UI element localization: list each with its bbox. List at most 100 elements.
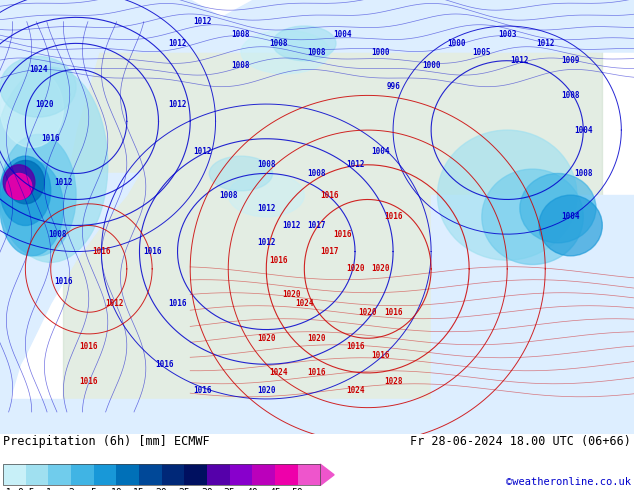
Text: 1012: 1012 <box>168 39 187 48</box>
Bar <box>3 464 26 486</box>
Text: 15: 15 <box>133 488 145 490</box>
Text: 1016: 1016 <box>384 308 403 317</box>
Ellipse shape <box>0 70 63 147</box>
Text: 1000: 1000 <box>371 48 390 56</box>
Text: Fr 28-06-2024 18.00 UTC (06+66): Fr 28-06-2024 18.00 UTC (06+66) <box>410 435 631 448</box>
Text: 1000: 1000 <box>447 39 466 48</box>
Text: 1016: 1016 <box>269 256 288 265</box>
Ellipse shape <box>0 156 51 225</box>
Polygon shape <box>0 173 139 399</box>
Text: 1000: 1000 <box>422 61 441 70</box>
Text: 1012: 1012 <box>510 56 529 65</box>
Polygon shape <box>0 0 114 434</box>
Text: 1012: 1012 <box>193 17 212 26</box>
Ellipse shape <box>0 160 63 256</box>
Bar <box>139 464 162 486</box>
Bar <box>26 464 48 486</box>
Text: 1012: 1012 <box>105 299 124 308</box>
Text: 1020: 1020 <box>307 334 327 343</box>
Text: 0.1: 0.1 <box>0 488 12 490</box>
Text: 1016: 1016 <box>193 386 212 395</box>
Text: 1004: 1004 <box>561 212 580 221</box>
Ellipse shape <box>241 30 330 74</box>
Bar <box>252 464 275 486</box>
Bar <box>207 464 230 486</box>
Text: 25: 25 <box>178 488 190 490</box>
Text: 1020: 1020 <box>282 291 301 299</box>
Text: 1016: 1016 <box>143 247 162 256</box>
Text: 1004: 1004 <box>371 147 390 156</box>
Ellipse shape <box>539 195 602 256</box>
Text: 1017: 1017 <box>307 221 327 230</box>
Bar <box>184 464 207 486</box>
Text: 1016: 1016 <box>79 377 98 386</box>
Text: 1005: 1005 <box>472 48 491 56</box>
Text: 1008: 1008 <box>257 160 276 169</box>
Text: 1004: 1004 <box>574 125 593 135</box>
Text: 1016: 1016 <box>320 191 339 199</box>
Ellipse shape <box>6 173 32 199</box>
Text: 1008: 1008 <box>219 191 238 199</box>
Ellipse shape <box>273 26 336 61</box>
Text: 1020: 1020 <box>346 265 365 273</box>
Text: 1009: 1009 <box>561 56 580 65</box>
Text: 5: 5 <box>91 488 96 490</box>
Text: 1012: 1012 <box>168 99 187 109</box>
Text: 1024: 1024 <box>29 65 48 74</box>
Text: 1012: 1012 <box>54 178 73 187</box>
Text: 1008: 1008 <box>574 169 593 178</box>
Text: 40: 40 <box>247 488 258 490</box>
Polygon shape <box>0 0 634 52</box>
Text: 45: 45 <box>269 488 281 490</box>
Text: 20: 20 <box>156 488 167 490</box>
Text: 1024: 1024 <box>346 386 365 395</box>
Bar <box>275 464 297 486</box>
Text: 1012: 1012 <box>536 39 555 48</box>
Text: 1020: 1020 <box>257 334 276 343</box>
Bar <box>94 464 117 486</box>
Text: 1016: 1016 <box>54 277 73 286</box>
Text: 1012: 1012 <box>193 147 212 156</box>
Text: 1024: 1024 <box>269 368 288 377</box>
Ellipse shape <box>228 173 304 217</box>
Text: 1: 1 <box>46 488 51 490</box>
Text: 1020: 1020 <box>358 308 377 317</box>
Bar <box>3 464 320 486</box>
Text: 1016: 1016 <box>92 247 111 256</box>
Text: 0.5: 0.5 <box>17 488 35 490</box>
Text: 1016: 1016 <box>346 343 365 351</box>
Text: 1016: 1016 <box>333 230 352 239</box>
Polygon shape <box>63 22 602 412</box>
Text: 1016: 1016 <box>41 134 60 143</box>
Bar <box>162 464 184 486</box>
Text: 1008: 1008 <box>307 48 327 56</box>
Text: 35: 35 <box>224 488 235 490</box>
Text: 1012: 1012 <box>257 238 276 247</box>
Bar <box>297 464 320 486</box>
Bar <box>230 464 252 486</box>
Text: 1016: 1016 <box>155 360 174 369</box>
Text: 2: 2 <box>68 488 74 490</box>
Text: 1008: 1008 <box>269 39 288 48</box>
Text: 1024: 1024 <box>295 299 314 308</box>
Bar <box>48 464 71 486</box>
Text: 1020: 1020 <box>371 265 390 273</box>
Ellipse shape <box>437 130 577 260</box>
Text: 1012: 1012 <box>282 221 301 230</box>
Text: 1020: 1020 <box>257 386 276 395</box>
Ellipse shape <box>0 56 76 117</box>
Text: 1016: 1016 <box>384 212 403 221</box>
Text: ©weatheronline.co.uk: ©weatheronline.co.uk <box>506 477 631 487</box>
Text: 50: 50 <box>292 488 304 490</box>
Ellipse shape <box>0 67 108 262</box>
Ellipse shape <box>520 173 596 243</box>
Text: 1016: 1016 <box>371 351 390 360</box>
Text: 1016: 1016 <box>307 368 327 377</box>
Ellipse shape <box>482 169 583 265</box>
Text: Precipitation (6h) [mm] ECMWF: Precipitation (6h) [mm] ECMWF <box>3 435 210 448</box>
Text: 1004: 1004 <box>333 30 352 39</box>
Text: 1008: 1008 <box>231 30 250 39</box>
Text: 10: 10 <box>110 488 122 490</box>
Ellipse shape <box>0 134 76 256</box>
Text: 1020: 1020 <box>35 99 54 109</box>
